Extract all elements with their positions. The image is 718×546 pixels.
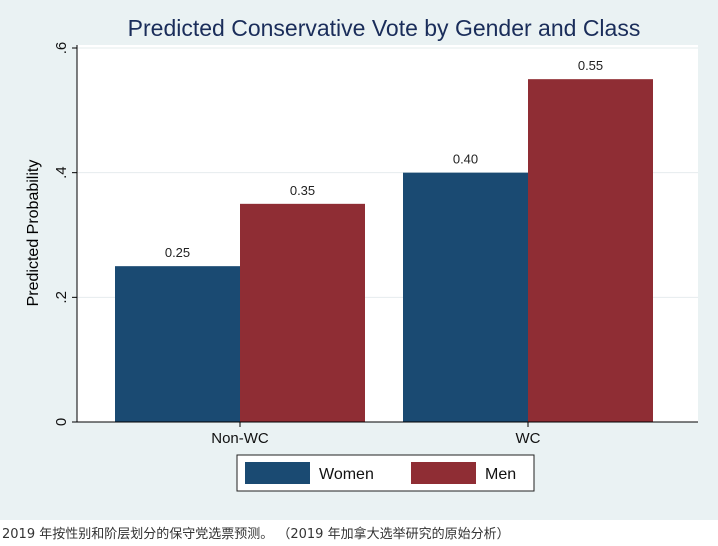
y-tick-label: .2 [53, 291, 70, 304]
legend-label-women: Women [319, 466, 374, 483]
legend: Women Men [236, 454, 535, 492]
y-tick-label: .6 [53, 42, 70, 55]
x-tick-label: Non-WC [211, 430, 269, 447]
chart-svg: Predicted Conservative Vote by Gender an… [25, 15, 698, 492]
bar-labels-layer: 0.25 0.35 0.40 0.55 [165, 58, 603, 260]
bar-value-label: 0.35 [290, 183, 315, 198]
bar-women-non-wc [115, 266, 240, 422]
axes-layer: 0 .2 .4 .6 Non-WC WC [53, 42, 698, 447]
x-tick-label: WC [516, 430, 541, 447]
bar-men-non-wc [240, 203, 365, 422]
bar-women-wc [403, 172, 528, 422]
bar-value-label: 0.25 [165, 245, 190, 260]
y-tick-label: .4 [53, 166, 70, 179]
bar-value-label: 0.40 [453, 152, 478, 167]
y-tick-label: 0 [53, 418, 70, 426]
bars-layer [115, 79, 653, 423]
legend-swatch-women [245, 462, 310, 484]
legend-label-men: Men [485, 466, 516, 483]
y-axis-label: Predicted Probability [25, 160, 42, 307]
figure-caption: 2019 年按性别和阶层划分的保守党选票预测。 （2019 年加拿大选举研究的原… [2, 527, 510, 542]
legend-swatch-men [411, 462, 476, 484]
chart-title: Predicted Conservative Vote by Gender an… [128, 15, 641, 41]
bar-value-label: 0.55 [578, 58, 603, 73]
bar-men-wc [528, 79, 653, 423]
